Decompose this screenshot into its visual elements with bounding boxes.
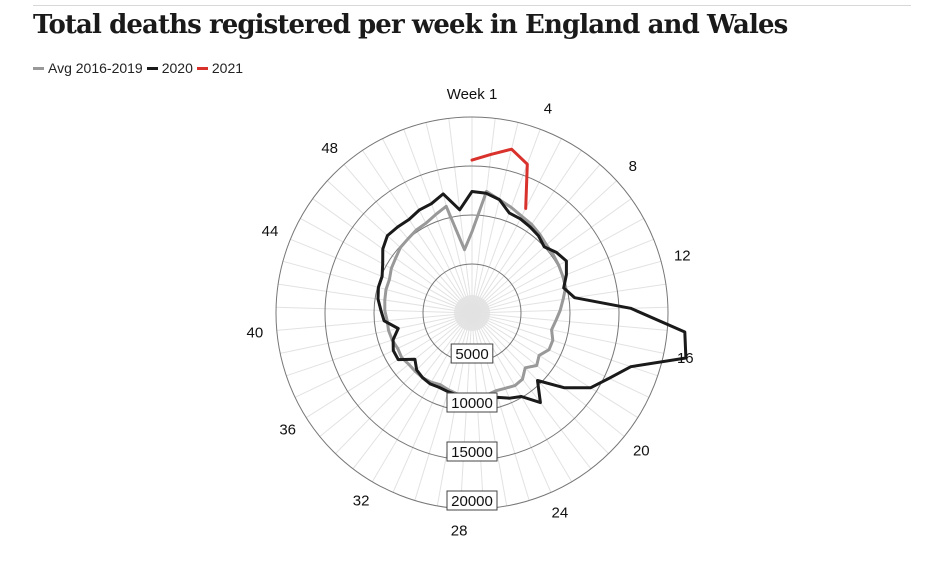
ring-label-15000: 15000: [451, 444, 493, 461]
legend-label-avg: Avg 2016-2019: [48, 60, 143, 76]
ring-label-box-10000: [446, 392, 498, 413]
week-label-12: 12: [674, 248, 691, 265]
week-label-20: 20: [633, 442, 650, 459]
week-label-44: 44: [262, 223, 279, 240]
legend-swatch-2020: [146, 66, 158, 70]
ring-label-5000: 5000: [455, 346, 488, 363]
week-label-4: 4: [544, 101, 552, 118]
week-label-24: 24: [552, 505, 569, 522]
legend: Avg 2016-2019 2020 2021: [33, 60, 247, 76]
legend-label-2021: 2021: [211, 60, 244, 76]
week-label-48: 48: [321, 140, 338, 157]
week-label-32: 32: [353, 493, 370, 510]
week-label-28: 28: [451, 523, 468, 540]
week-label-36: 36: [279, 421, 296, 438]
ring-label-20000: 20000: [451, 493, 493, 510]
week-label-16: 16: [677, 350, 694, 367]
ring-label-10000: 10000: [451, 395, 493, 412]
chart-title: Total deaths registered per week in Engl…: [33, 10, 788, 40]
ring-label-box-20000: [446, 490, 498, 511]
legend-item-2021: 2021: [196, 60, 244, 76]
legend-item-2020: 2020: [146, 60, 193, 76]
ring-label-box-5000: [450, 343, 494, 364]
week-label-8: 8: [629, 158, 637, 175]
week-label-40: 40: [247, 324, 264, 341]
week-label-1: Week 1: [447, 86, 498, 103]
top-rule: [33, 5, 911, 6]
legend-item-avg: Avg 2016-2019: [33, 60, 143, 76]
series-line-2021: [470, 147, 529, 210]
legend-swatch-2021: [196, 66, 208, 70]
ring-label-box-15000: [446, 441, 498, 462]
legend-swatch-avg: [33, 66, 44, 70]
legend-label-2020: 2020: [161, 60, 193, 76]
